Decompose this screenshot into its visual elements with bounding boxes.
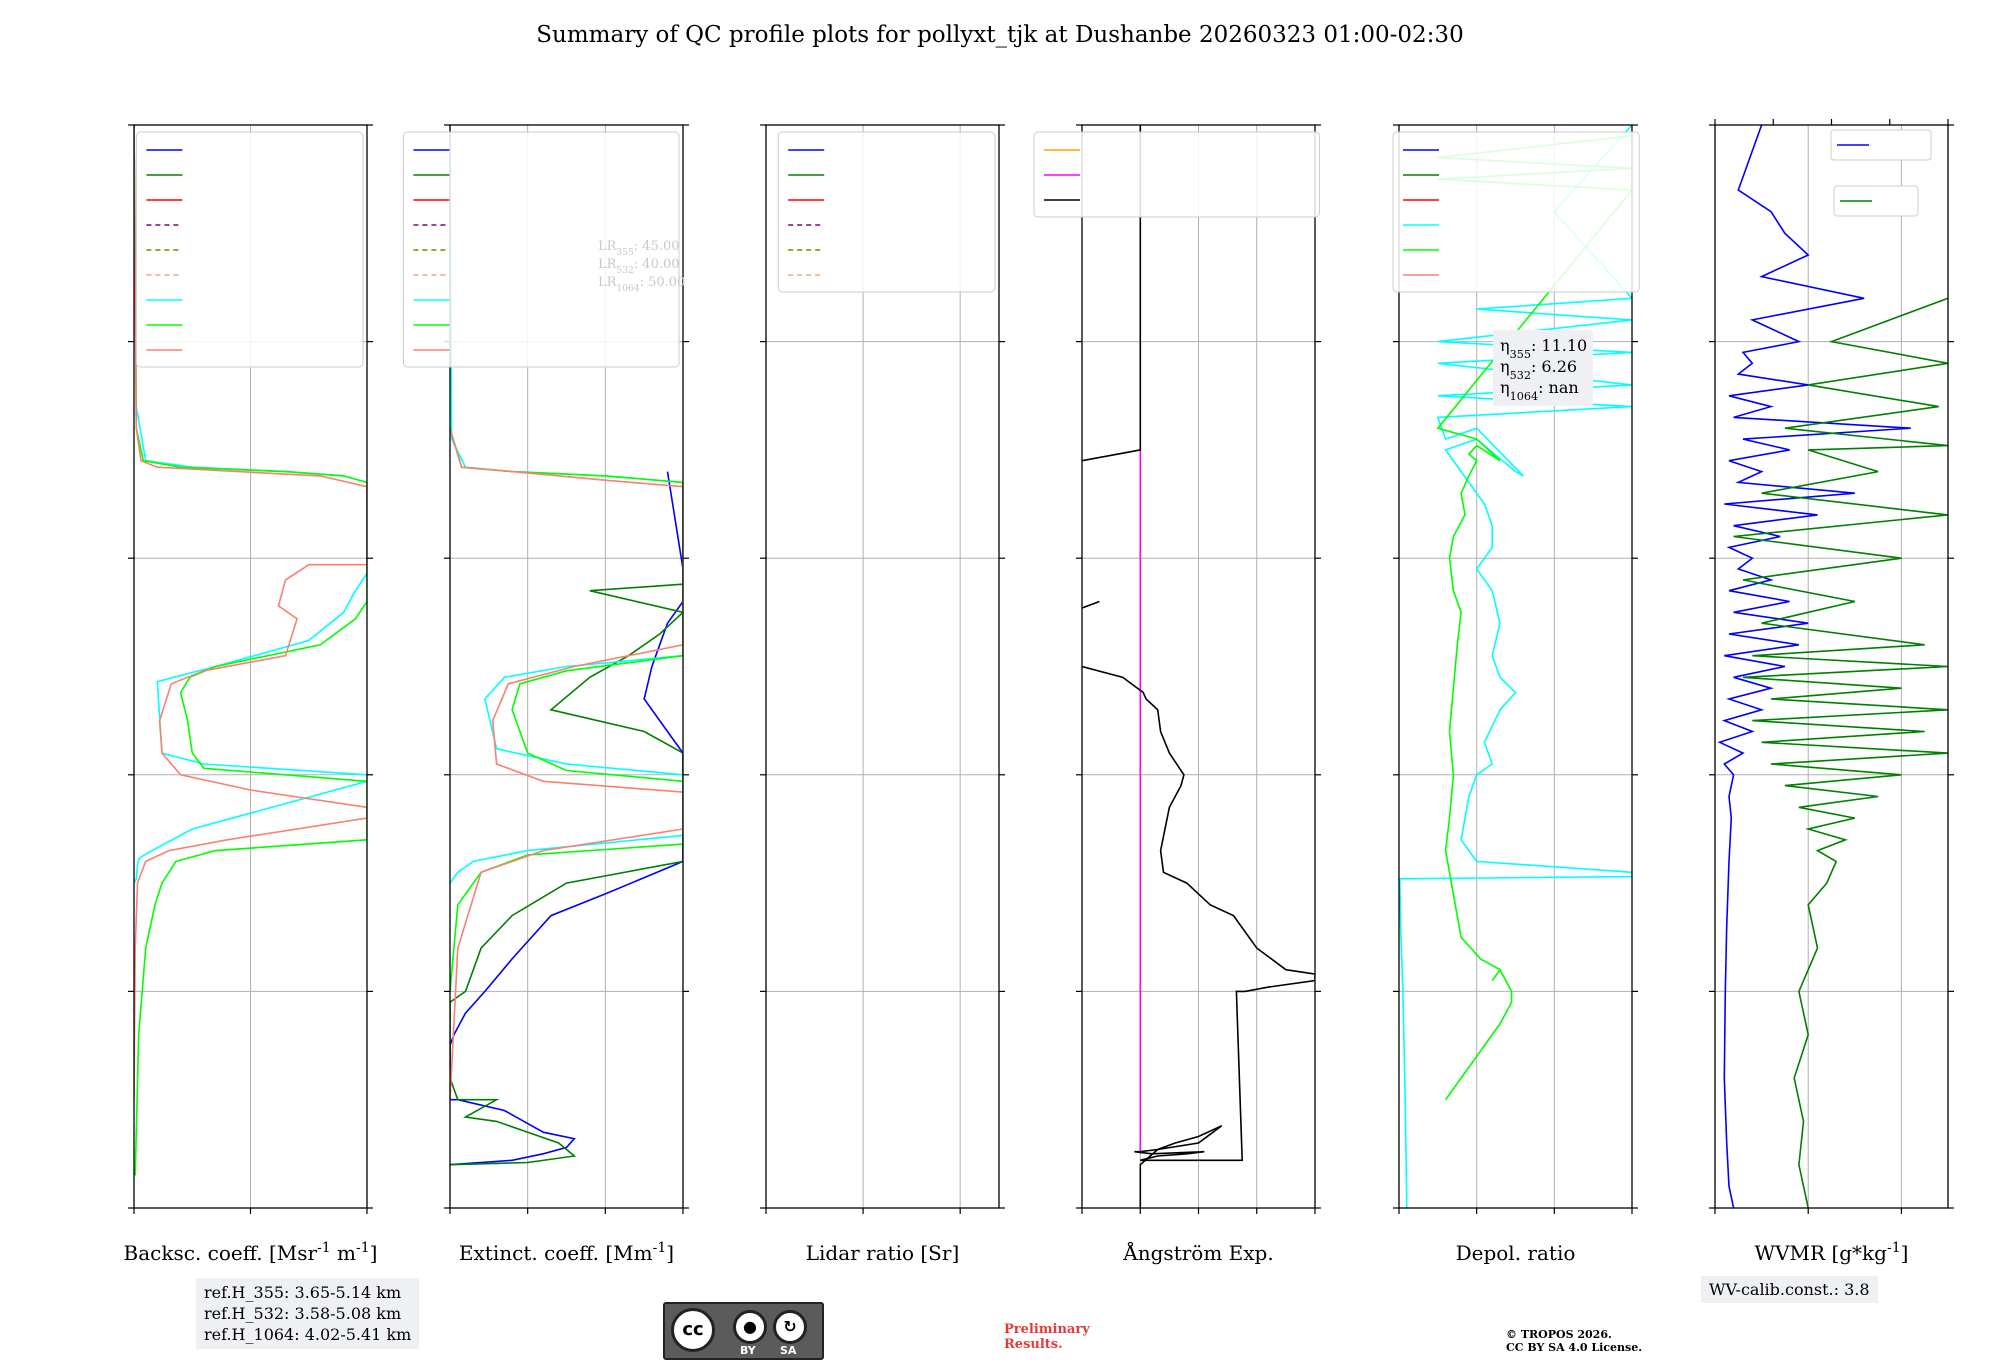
x-axis-label: Extinct. coeff. [Mm-1] — [459, 1240, 674, 1265]
reference-height-box: ref.H_355: 3.65-5.14 km ref.H_532: 3.58-… — [196, 1278, 420, 1349]
wv-calibration-box: WV-calib.const.: 3.8 — [1701, 1276, 1878, 1303]
axes-frame — [1714, 124, 1949, 1209]
series-aerBsc_klett_532 — [134, 125, 367, 1176]
series-group — [1717, 125, 1948, 1208]
eta-text-0: η355: 11.10 — [1500, 336, 1587, 361]
axes-frame — [1398, 124, 1633, 1209]
preliminary-line-2: Results. — [1004, 1337, 1063, 1352]
copyright-line-2: CC BY SA 4.0 License. — [1506, 1341, 1643, 1354]
legend-box-wvmr — [1830, 129, 1932, 161]
eta-box — [1493, 330, 1593, 406]
lr-text-2: LR1064: 50.00 — [598, 275, 685, 294]
by-label: BY — [740, 1344, 756, 1357]
series-parDepol_klett_355 — [1399, 125, 1632, 1208]
x-axis-label: WVMR [g*kg-1] — [1755, 1240, 1909, 1265]
series-aerExt_raman_355 — [450, 471, 683, 1166]
sa-share-icon: ↻ — [773, 1310, 807, 1344]
x-axis-label: Backsc. coeff. [Msr-1 m-1] — [124, 1240, 378, 1265]
legend-box — [777, 131, 996, 293]
series-aerBsc_klett_1064 — [134, 125, 367, 1100]
axes-frame — [765, 124, 1000, 1209]
ref-height-355: ref.H_355: 3.65-5.14 km — [204, 1283, 402, 1302]
eta-text-1: η532: 6.26 — [1500, 357, 1577, 382]
lr-text-1: LR532: 40.00 — [598, 257, 680, 276]
series-WVMR — [1717, 125, 1911, 1208]
panel-ae: Ångström Exp. — [1033, 124, 1321, 1265]
series-parDepol_klett_532 — [1436, 135, 1632, 1101]
panel-ext: Extinct. coeff. [Mm-1] LR355: 45.00LR532:… — [402, 124, 689, 1265]
series-group — [450, 125, 683, 1166]
preliminary-note: Preliminary Results. — [1004, 1322, 1090, 1352]
copyright-line-1: © TROPOS 2026. — [1506, 1328, 1612, 1341]
series-aerBsc_klett_1064 x LR — [450, 427, 683, 1100]
series-group — [1399, 125, 1632, 1208]
lr-text-0: LR355: 45.00 — [598, 239, 680, 258]
legend-box — [135, 131, 364, 368]
figure-title: Summary of QC profile plots for pollyxt_… — [536, 22, 1464, 48]
sa-label: SA — [780, 1344, 797, 1357]
series-AE_parExt_355_532_Raman_top — [1082, 125, 1142, 462]
copyright-note: © TROPOS 2026. CC BY SA 4.0 License. — [1506, 1328, 1642, 1354]
legend-box — [1033, 131, 1320, 218]
cc-license-logo: cc ● ↻ BY SA — [663, 1302, 824, 1360]
panel-wv: WVMR [g*kg-1] — [1709, 119, 1954, 1265]
legend-box — [1392, 131, 1640, 293]
ref-height-1064: ref.H_1064: 4.02-5.41 km — [204, 1325, 412, 1344]
eta-text-2: η1064: nan — [1500, 378, 1579, 403]
x-axis-label: Lidar ratio [Sr] — [806, 1241, 960, 1265]
x-axis-label: Depol. ratio — [1456, 1241, 1576, 1265]
series-RH — [1733, 297, 1948, 1208]
preliminary-line-1: Preliminary — [1004, 1322, 1090, 1337]
series-aerBsc_klett_532 x LR — [450, 427, 683, 992]
axes-frame — [449, 124, 684, 1209]
cc-icon: cc — [671, 1308, 715, 1352]
legend-box — [402, 131, 680, 368]
series-AE_parExt_355_532_Raman — [1082, 665, 1315, 1208]
series-group — [1082, 125, 1315, 1208]
series-AE_parExt_355_532_Raman_upper — [1082, 600, 1100, 609]
legend-box-rh — [1833, 185, 1919, 217]
by-person-icon: ● — [733, 1310, 767, 1344]
panel-bsc: Backsc. coeff. [Msr-1 m-1] — [124, 124, 378, 1265]
series-group — [134, 125, 367, 1176]
panel-lr: Lidar ratio [Sr] — [760, 124, 1005, 1265]
ref-height-532: ref.H_532: 3.58-5.08 km — [204, 1304, 402, 1323]
x-axis-label: Ångström Exp. — [1122, 1240, 1273, 1265]
